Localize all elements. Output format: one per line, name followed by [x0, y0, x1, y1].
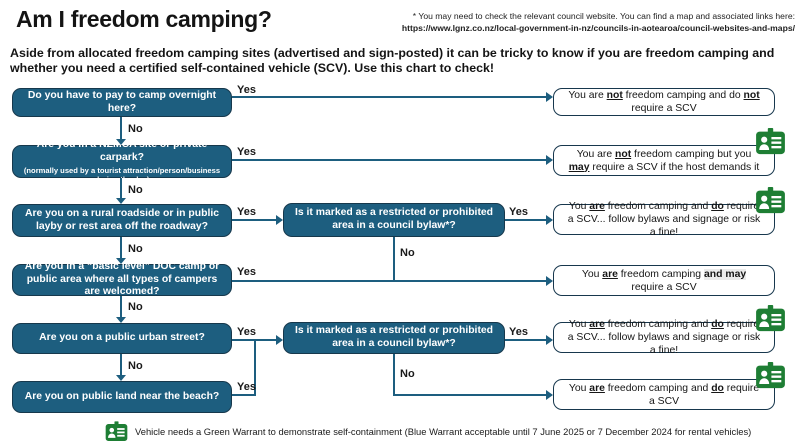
arrow-down-icon: [116, 317, 126, 323]
answer-camping-may-scv: You are freedom camping and may require …: [553, 265, 775, 296]
connector-line: [232, 96, 546, 98]
connector-line: [232, 394, 256, 396]
question-text: Do you have to pay to camp overnight her…: [27, 89, 217, 114]
green-warrant-icon: [756, 187, 785, 214]
yes-label: Yes: [237, 84, 256, 96]
question-urban-street: Are you on a public urban street?: [12, 323, 232, 354]
no-label: No: [128, 360, 143, 372]
connector-line: [393, 237, 395, 281]
connector-line: [232, 159, 546, 161]
question-doc-camp: Are you in a “basic level” DOC camp or p…: [12, 260, 232, 298]
arrow-right-icon: [546, 155, 553, 165]
question-beach-land: Are you on public land near the beach?: [12, 381, 232, 413]
decision-bylaw-1: Is it marked as a restricted or prohibit…: [283, 203, 505, 237]
council-note-url: https://www.lgnz.co.nz/local-government-…: [401, 22, 795, 33]
intro-text: Aside from allocated freedom camping sit…: [10, 46, 775, 75]
answer-camping-do-scv: You are freedom camping and do require a…: [553, 379, 775, 410]
green-warrant-icon: [756, 128, 785, 155]
connector-line: [393, 394, 546, 396]
yes-label: Yes: [509, 326, 528, 338]
no-label: No: [128, 301, 143, 313]
question-nzmca-carpark: Are you in a NZMCA site or private carpa…: [12, 139, 232, 184]
yes-label: Yes: [509, 206, 528, 218]
answer-text: You are freedom camping and do require a…: [567, 319, 761, 356]
green-warrant-icon: [756, 362, 785, 389]
connector-line: [393, 354, 395, 396]
answer-text: You are freedom camping and do require a…: [567, 201, 761, 238]
connector-line: [232, 219, 276, 221]
decision-text: Is it marked as a restricted or prohibit…: [294, 325, 494, 349]
no-label: No: [128, 123, 143, 135]
arrow-right-icon: [546, 276, 553, 286]
connector-line: [120, 117, 122, 139]
green-warrant-note: Vehicle needs a Green Warrant to demonst…: [135, 426, 752, 437]
arrow-down-icon: [116, 258, 126, 264]
connector-line: [120, 354, 122, 375]
council-note-text: * You may need to check the relevant cou…: [412, 11, 795, 21]
connector-line: [120, 237, 122, 258]
no-label: No: [400, 247, 415, 259]
answer-camping-scv-fine-2: You are freedom camping and do require a…: [553, 319, 775, 356]
answer-camping-scv-fine-1: You are freedom camping and do require a…: [553, 201, 775, 238]
answer-not-camping-may-scv: You are not freedom camping but you may …: [553, 145, 775, 176]
question-pay-overnight: Do you have to pay to camp overnight her…: [12, 88, 232, 117]
answer-text: You are freedom camping and may require …: [581, 268, 747, 293]
green-warrant-icon: [105, 421, 128, 441]
yes-label: Yes: [237, 266, 256, 278]
question-text: Are you on a public urban street?: [39, 332, 205, 344]
connector-line: [505, 219, 546, 221]
arrow-right-icon: [546, 335, 553, 345]
no-label: No: [400, 368, 415, 380]
connector-line: [505, 339, 546, 341]
arrow-down-icon: [116, 375, 126, 381]
page-title: Am I freedom camping?: [16, 6, 272, 32]
question-text: Are you on public land near the beach?: [24, 390, 220, 402]
decision-text: Is it marked as a restricted or prohibit…: [294, 207, 494, 231]
connector-line: [254, 339, 256, 396]
connector-line: [120, 178, 122, 198]
arrow-right-icon: [276, 215, 283, 225]
answer-text: You are freedom camping and do require a…: [568, 382, 760, 407]
connector-line: [232, 280, 546, 282]
question-text: Are you in a “basic level” DOC camp or p…: [24, 260, 220, 298]
decision-bylaw-2: Is it marked as a restricted or prohibit…: [283, 322, 505, 354]
answer-text: You are not freedom camping and do not r…: [568, 90, 760, 114]
arrow-right-icon: [276, 335, 283, 345]
arrow-down-icon: [116, 198, 126, 204]
question-rural-roadside: Are you on a rural roadside or in public…: [12, 204, 232, 237]
connector-line: [120, 296, 122, 317]
no-label: No: [128, 184, 143, 196]
answer-not-camping-no-scv: You are not freedom camping and do not r…: [553, 88, 775, 116]
yes-label: Yes: [237, 146, 256, 158]
question-subtext: (normally used by a tourist attraction/p…: [23, 165, 221, 184]
yes-label: Yes: [237, 206, 256, 218]
arrow-right-icon: [546, 390, 553, 400]
yes-label: Yes: [237, 326, 256, 338]
council-note: * You may need to check the relevant cou…: [390, 11, 795, 34]
no-label: No: [128, 243, 143, 255]
arrow-right-icon: [546, 92, 553, 102]
arrow-down-icon: [116, 139, 126, 145]
arrow-right-icon: [546, 215, 553, 225]
answer-text: You are not freedom camping but you may …: [568, 148, 760, 173]
question-text: Are you on a rural roadside or in public…: [25, 207, 219, 232]
yes-label: Yes: [237, 381, 256, 393]
green-warrant-icon: [756, 305, 785, 332]
